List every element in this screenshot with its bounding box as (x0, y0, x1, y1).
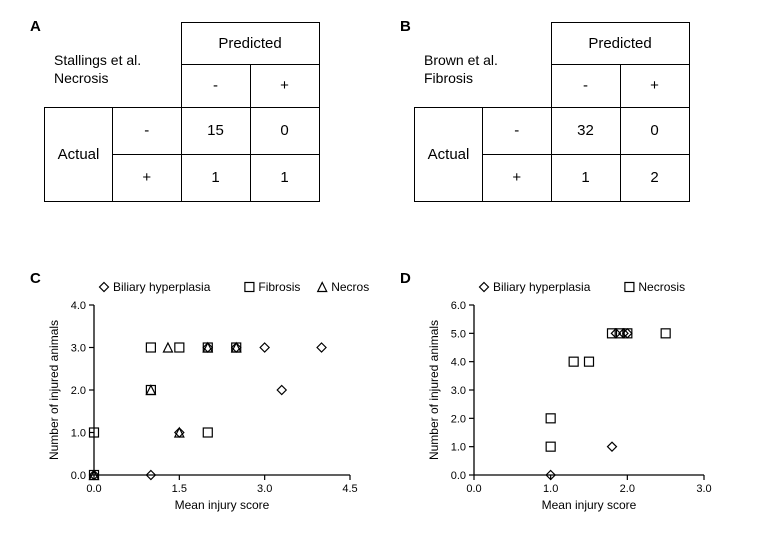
y-tick-label: 3.0 (451, 385, 466, 397)
actual-header: Actual (415, 107, 483, 201)
square-marker (175, 343, 184, 352)
y-axis-title: Number of injured animals (47, 320, 61, 460)
y-axis-title: Number of injured animals (427, 320, 441, 460)
diamond-marker (100, 283, 109, 292)
y-tick-label: 1.0 (451, 442, 466, 454)
cell-mp: 0 (250, 107, 319, 154)
panel-b-label: B (400, 18, 411, 35)
legend-label: Necrosis (331, 280, 370, 294)
y-tick-label: 2.0 (71, 385, 86, 397)
diamond-marker (232, 343, 241, 352)
y-tick-label: 6.0 (451, 300, 466, 312)
cell-pm: 1 (181, 154, 250, 201)
diamond-marker (608, 442, 617, 451)
x-tick-label: 4.5 (342, 483, 357, 495)
square-marker (625, 283, 634, 292)
y-tick-label: 0.0 (71, 470, 86, 482)
x-tick-label: 0.0 (466, 483, 481, 495)
square-marker (661, 329, 670, 338)
square-marker (585, 357, 594, 366)
col-minus: - (551, 65, 620, 108)
y-tick-label: 5.0 (451, 328, 466, 340)
square-marker (546, 414, 555, 423)
row-plus: + (113, 154, 182, 201)
actual-header: Actual (45, 107, 113, 201)
diamond-marker (277, 386, 286, 395)
legend-label: Necrosis (638, 280, 685, 294)
predicted-header: Predicted (551, 23, 689, 65)
panel-d-chart: Biliary hyperplasia Necrosis 0.0 1.0 2.0 3.0 0… (410, 275, 740, 535)
legend-label: Biliary hyperplasia (493, 280, 591, 294)
y-tick-label: 0.0 (451, 470, 466, 482)
x-axis-title: Mean injury score (175, 498, 270, 512)
diamond-marker (203, 343, 212, 352)
legend-label: Biliary hyperplasia (113, 280, 211, 294)
predicted-header: Predicted (181, 23, 319, 65)
cell-pm: 1 (551, 154, 620, 201)
col-plus: + (250, 65, 319, 108)
y-tick-label: 4.0 (451, 357, 466, 369)
triangle-marker (203, 343, 212, 352)
x-tick-label: 2.0 (620, 483, 635, 495)
square-marker (546, 442, 555, 451)
x-tick-label: 1.0 (543, 483, 558, 495)
x-axis-title: Mean injury score (542, 498, 637, 512)
y-tick-label: 2.0 (451, 413, 466, 425)
square-marker (569, 357, 578, 366)
cell-mm: 32 (551, 107, 620, 154)
panel-a-table: Predicted - + Actual - 15 0 + 1 1 (44, 22, 320, 202)
square-marker (232, 343, 241, 352)
triangle-marker (175, 428, 184, 437)
panel-a-label: A (30, 18, 41, 35)
square-marker (146, 386, 155, 395)
cell-mm: 15 (181, 107, 250, 154)
triangle-marker (163, 343, 172, 352)
triangle-marker (232, 343, 241, 352)
square-marker (146, 343, 155, 352)
row-plus: + (483, 154, 552, 201)
cell-mp: 0 (620, 107, 689, 154)
square-marker (203, 428, 212, 437)
diamond-marker (317, 343, 326, 352)
x-tick-label: 0.0 (86, 483, 101, 495)
cell-pp: 1 (250, 154, 319, 201)
y-tick-label: 3.0 (71, 343, 86, 355)
cell-pp: 2 (620, 154, 689, 201)
legend-label: Fibrosis (258, 280, 300, 294)
diamond-marker (175, 428, 184, 437)
x-tick-label: 1.5 (172, 483, 187, 495)
col-minus: - (181, 65, 250, 108)
diamond-marker (260, 343, 269, 352)
square-marker (245, 283, 254, 292)
triangle-marker (146, 386, 155, 395)
square-marker (203, 343, 212, 352)
panel-b-table: Predicted - + Actual - 32 0 + 1 2 (414, 22, 690, 202)
col-plus: + (620, 65, 689, 108)
y-tick-label: 1.0 (71, 428, 86, 440)
row-minus: - (113, 107, 182, 154)
triangle-marker (318, 283, 327, 292)
x-tick-label: 3.0 (696, 483, 711, 495)
row-minus: - (483, 107, 552, 154)
panel-c-chart: Biliary hyperplasia Fibrosis Necrosis 0.0 1.… (30, 275, 370, 535)
y-tick-label: 4.0 (71, 300, 86, 312)
diamond-marker (480, 283, 489, 292)
x-tick-label: 3.0 (257, 483, 272, 495)
